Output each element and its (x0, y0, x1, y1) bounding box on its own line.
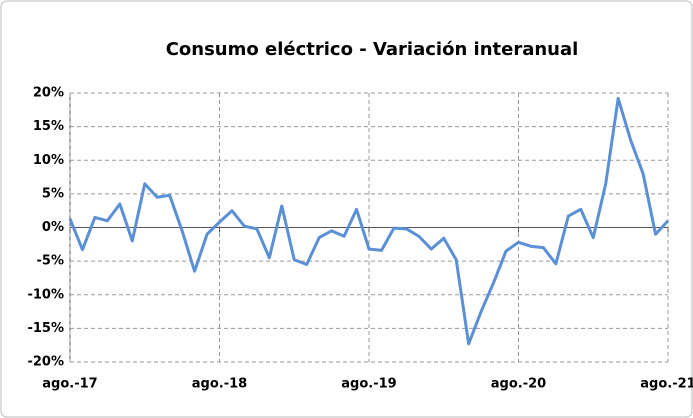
y-tick-label: -10% (27, 287, 64, 302)
y-tick-label: -5% (37, 254, 64, 269)
y-tick-label: 10% (33, 153, 64, 168)
x-tick-label: ago.-17 (42, 377, 97, 392)
y-tick-label: 15% (33, 119, 64, 134)
x-tick-label: ago.-21 (640, 377, 693, 392)
y-tick-label: 0% (42, 220, 64, 235)
line-series (68, 96, 670, 346)
x-tick-label: ago.-19 (341, 377, 396, 392)
y-tick-label: -15% (27, 321, 64, 336)
chart-title: Consumo eléctrico - Variación interanual (166, 39, 579, 60)
x-tick-label: ago.-18 (192, 377, 247, 392)
x-tick-label: ago.-20 (491, 377, 546, 392)
y-tick-label: -20% (27, 355, 64, 370)
y-tick-label: 20% (33, 86, 64, 101)
y-tick-label: 5% (42, 186, 64, 201)
